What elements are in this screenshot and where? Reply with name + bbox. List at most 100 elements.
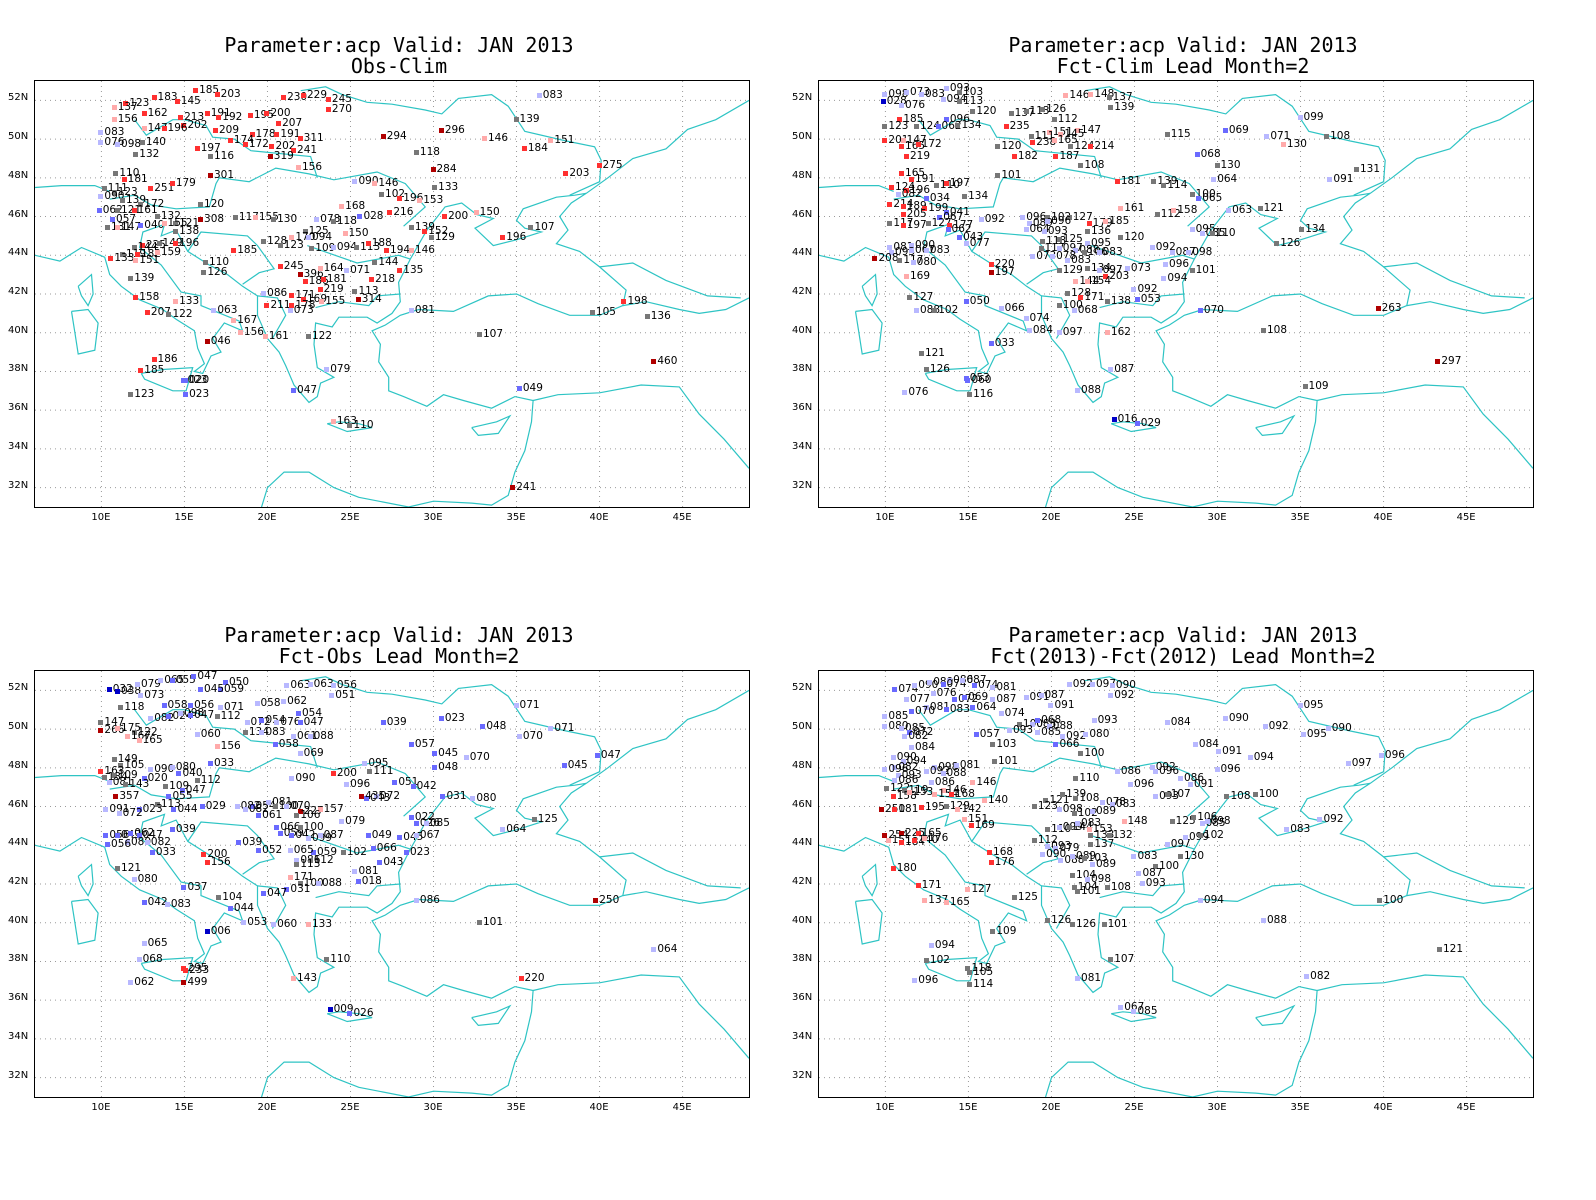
station-square — [317, 287, 323, 293]
station-value: 102 — [385, 188, 406, 201]
station-marker: 241 — [510, 481, 536, 493]
station-marker: 084 — [1164, 717, 1191, 728]
station-value: 023 — [409, 846, 430, 859]
station-value: 087 — [1176, 246, 1196, 258]
station-value: 061 — [262, 809, 283, 822]
station-marker: 072 — [116, 808, 143, 819]
station-value: 174 — [233, 134, 254, 147]
station-marker: 045 — [561, 759, 588, 771]
station-marker: 121 — [115, 204, 141, 216]
station-marker: 123 — [111, 187, 138, 198]
station-square — [408, 815, 414, 821]
station-marker: 064 — [500, 823, 526, 835]
station-marker: 085 — [423, 817, 450, 829]
station-marker: 165 — [899, 167, 925, 179]
station-square — [1089, 861, 1095, 867]
station-square — [1161, 275, 1167, 281]
map-frame: 123 183 145 185 203 191 230 229 245 270 137 162 156 2… — [34, 80, 750, 508]
station-square — [1011, 153, 1017, 159]
station-square — [887, 221, 893, 227]
station-value: 073 — [1130, 261, 1151, 274]
station-marker: 085 — [1199, 227, 1226, 239]
station-marker: 100 — [1252, 788, 1279, 800]
station-value: 055 — [175, 673, 196, 686]
station-value: 050 — [228, 675, 249, 688]
station-marker: 096 — [882, 763, 908, 775]
station-square — [988, 341, 994, 347]
lat-tick-label: 34N — [8, 1030, 29, 1042]
station-marker: 225 — [899, 827, 925, 839]
station-square — [904, 153, 909, 159]
station-square — [128, 830, 134, 836]
station-square — [1088, 143, 1094, 149]
station-value: 098 — [121, 137, 142, 150]
station-value: 050 — [969, 294, 990, 307]
station-marker: 092 — [1149, 241, 1176, 253]
station-square — [923, 366, 929, 372]
station-value: 048 — [438, 760, 459, 773]
station-marker: 113 — [957, 96, 983, 107]
panel-title-line2: Fct(2013)-Fct(2012) Lead Month=2 — [990, 644, 1376, 668]
station-square — [1078, 163, 1084, 169]
station-marker: 129 — [428, 231, 455, 243]
station-marker: 200 — [330, 767, 357, 779]
coastline — [1383, 852, 1525, 889]
station-marker: 207 — [276, 117, 302, 129]
lat-tick-label: 38N — [792, 953, 813, 965]
station-value: 096 — [350, 778, 371, 791]
station-value: 091 — [1193, 778, 1214, 791]
station-value: 083 — [1102, 246, 1123, 259]
station-marker: 230 — [281, 92, 307, 103]
station-square — [970, 780, 976, 786]
station-value: 146 — [1069, 89, 1090, 102]
station-marker: 054 — [249, 800, 276, 812]
station-square — [900, 223, 906, 229]
station-square — [904, 89, 909, 95]
station-value: 070 — [469, 751, 490, 764]
station-marker: 069 — [297, 748, 324, 759]
station-square — [1280, 141, 1286, 147]
coastline — [1255, 1004, 1296, 1027]
station-value: 196 — [910, 184, 931, 197]
station-marker: 144 — [372, 257, 398, 268]
station-marker: 186 — [302, 276, 329, 287]
station-marker: 195 — [918, 802, 945, 813]
station-square — [918, 351, 924, 357]
station-value: 176 — [928, 832, 949, 845]
station-square — [397, 267, 403, 273]
station-marker: 124 — [913, 121, 940, 132]
station-value: 092 — [1072, 677, 1093, 690]
station-square — [988, 261, 994, 267]
lon-tick-label: 10E — [91, 512, 111, 523]
station-value: 058 — [167, 698, 188, 711]
station-value: 162 — [1110, 325, 1131, 338]
station-marker: 111 — [367, 765, 393, 777]
station-value: 251 — [154, 182, 175, 195]
station-square — [900, 211, 906, 217]
station-value: 070 — [290, 799, 311, 812]
station-square — [307, 681, 313, 687]
station-marker: 090 — [352, 175, 379, 187]
station-square — [124, 840, 130, 846]
station-square — [183, 391, 189, 397]
station-marker: 125 — [302, 226, 329, 237]
station-value: 094 — [1253, 751, 1274, 764]
station-value: 092 — [930, 765, 950, 777]
station-value: 045 — [438, 747, 459, 760]
station-square — [563, 170, 569, 176]
station-value: 179 — [175, 176, 196, 189]
station-marker: 067 — [937, 212, 963, 223]
station-value: 172 — [144, 197, 165, 210]
coastline — [471, 414, 512, 437]
station-square — [302, 279, 308, 285]
station-marker: 147 — [98, 717, 124, 728]
station-square — [342, 230, 348, 236]
station-value: 156 — [117, 112, 138, 125]
station-marker: 191 — [274, 129, 300, 140]
lon-tick-label: 10E — [91, 1102, 111, 1113]
station-marker: 076 — [902, 386, 928, 398]
lat-tick-label: 36N — [792, 992, 813, 1004]
station-marker: 087 — [990, 694, 1016, 705]
station-square — [234, 803, 240, 809]
station-square — [267, 153, 273, 159]
